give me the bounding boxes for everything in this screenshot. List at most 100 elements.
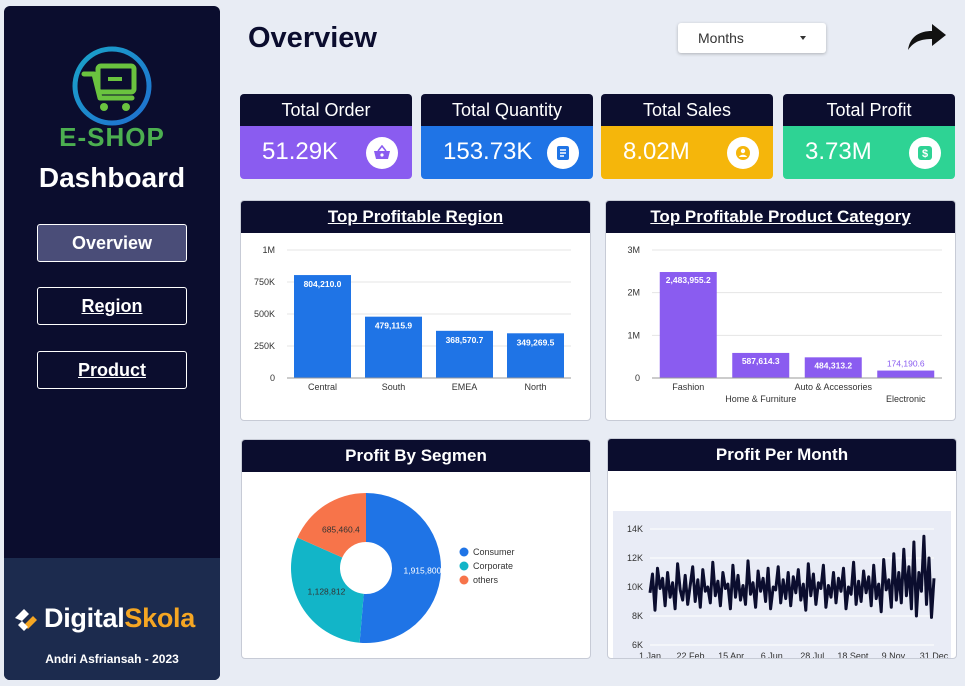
coin-icon [727,137,759,169]
nav-region-button[interactable]: Region [37,287,187,325]
digitalskola-text-b: Skola [124,602,195,633]
bar-data-label: 349,269.5 [517,337,555,347]
dollar-icon: $ [909,137,941,169]
bar-data-label: 587,614.3 [742,356,780,366]
segment-chart-title: Profit By Segmen [242,440,590,472]
legend-label: Corporate [473,561,513,571]
y-tick-label: 3M [627,245,640,255]
x-tick-label: 1 Jan [639,651,661,658]
nav-overview-button[interactable]: Overview [37,224,187,262]
y-tick-label: 0 [270,373,275,383]
slice-data-label: 685,460.4 [322,524,360,534]
x-tick-label: 22 Feb [677,651,705,658]
share-arrow-icon[interactable] [906,22,948,52]
sidebar-title: Dashboard [38,162,186,193]
region-chart-panel: Top Profitable Region 0 250K 500K 750K 1M 804… [240,200,591,421]
monthly-chart-panel: Profit Per Month 6K 8K 10K 12K 14K 1 Jan 22 Fe… [607,438,957,659]
kpi-body: 3.73M $ [783,126,955,179]
slice-data-label: 1,915,800.9 [403,566,448,576]
y-tick-label: 14K [627,524,643,534]
chevron-down-icon [800,36,806,40]
y-tick-label: 10K [627,582,643,592]
legend-swatch [459,575,469,585]
donut-slice [359,493,441,643]
bar [804,357,862,378]
kpi-total-order: Total Order 51.29K [240,94,412,179]
bar-data-label: 804,210.0 [304,279,342,289]
nav-product-button[interactable]: Product [37,351,187,389]
segment-donut-chart: 1,915,800.9 1,128,812 685,460.4 Consumer Cor… [291,493,515,643]
x-tick-label: Auto & Accessories [794,382,872,392]
kpi-value: 153.73K [443,138,533,165]
bar [294,275,351,378]
author-credit: Andri Asfriansah - 2023 [45,652,179,666]
kpi-label: Total Order [240,94,412,126]
x-tick-label: Fashion [672,382,704,392]
kpi-body: 8.02M [601,126,773,179]
x-tick-label: 28 Jul [800,651,824,658]
kpi-value: 3.73M [805,138,872,165]
kpi-body: 153.73K [421,126,593,179]
bar [877,370,935,378]
digitalskola-mark-icon [15,609,37,631]
kpi-value: 8.02M [623,138,690,165]
y-tick-label: 1M [262,245,275,255]
y-tick-label: 0 [635,373,640,383]
digitalskola-logo: DigitalSkola [12,600,212,636]
kpi-value: 51.29K [262,138,339,165]
monthly-chart-title: Profit Per Month [608,439,956,471]
brand-name: E-SHOP [59,122,165,152]
y-tick-label: 500K [254,309,275,319]
sidebar-footer: DigitalSkola Andri Asfriansah - 2023 [4,558,220,680]
legend-swatch [459,561,469,571]
profit-line [648,534,936,619]
x-tick-label: 15 Apr [718,651,744,658]
eshop-logo [72,46,152,126]
x-tick-label: 31 Dec [920,651,949,658]
legend-label: others [473,575,499,585]
y-tick-label: 2M [627,288,640,298]
donut-slice [297,493,366,558]
region-chart-title: Top Profitable Region [241,201,590,233]
category-chart-panel: Top Profitable Product Category 0 1M 2M 3M 2… [605,200,956,421]
legend-swatch [459,547,469,557]
region-bar-chart: 0 250K 500K 750K 1M 804,210.0 Central 479,115.9… [254,245,571,392]
bar-data-label: 484,313.2 [814,360,852,370]
x-tick-label: 18 Sept [837,651,869,658]
document-icon [547,137,579,169]
kpi-label: Total Quantity [421,94,593,126]
page-title: Overview [248,22,377,54]
bar [732,352,790,378]
x-tick-label: EMEA [452,382,478,392]
monthly-line-chart: 6K 8K 10K 12K 14K 1 Jan 22 Feb 15 Apr 6 Jun 28 Ju… [613,511,951,658]
kpi-label: Total Profit [783,94,955,126]
x-tick-label: Central [308,382,337,392]
period-select[interactable]: Months [678,23,826,53]
bar [659,272,717,378]
x-tick-label: 9 Nov [882,651,906,658]
kpi-total-sales: Total Sales 8.02M [601,94,773,179]
bar [436,330,493,378]
bar [365,316,422,378]
donut-slice [291,537,364,643]
category-chart-title: Top Profitable Product Category [606,201,955,233]
digitalskola-text-a: Digital [44,602,125,633]
legend-label: Consumer [473,547,515,557]
bar-data-label: 479,115.9 [375,321,413,331]
y-tick-label: 250K [254,341,275,351]
y-tick-label: 6K [632,640,643,650]
segment-chart-panel: Profit By Segmen 1,915,800.9 1,128,812 685… [241,439,591,659]
x-tick-label: South [382,382,406,392]
period-select-value: Months [698,30,744,46]
svg-text:$: $ [922,148,928,160]
bar-data-label: 174,190.6 [887,359,925,369]
kpi-total-profit: Total Profit 3.73M $ [783,94,955,179]
x-tick-label: Home & Furniture [725,394,796,404]
basket-icon [366,137,398,169]
kpi-total-quantity: Total Quantity 153.73K [421,94,593,179]
bar-data-label: 368,570.7 [446,335,484,345]
kpi-body: 51.29K [240,126,412,179]
bar [507,333,564,378]
category-bar-chart: 0 1M 2M 3M 2,483,955.2 Fashion 587,614.3 Home &… [627,245,942,404]
x-tick-label: 6 Jun [761,651,783,658]
